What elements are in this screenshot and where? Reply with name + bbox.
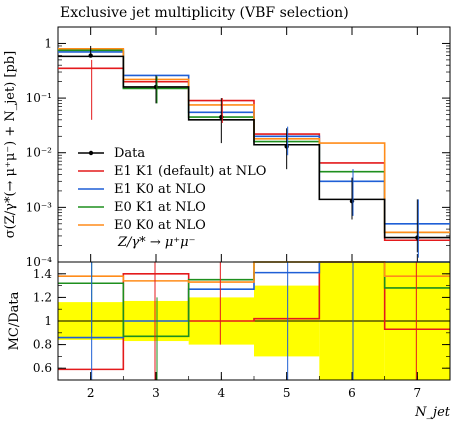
x-tick-label: 6 bbox=[348, 386, 356, 400]
y-tick-label: 10⁻¹ bbox=[26, 91, 52, 105]
x-tick-label: 5 bbox=[283, 386, 291, 400]
ratio-y-tick-label: 0.6 bbox=[33, 361, 52, 375]
data-histogram-line bbox=[58, 55, 450, 239]
y-tick-label: 10⁻⁴ bbox=[26, 255, 53, 269]
y-axis-label: σ(Z/γ*(→ μ⁺μ⁻) + N_jet) [pb] bbox=[3, 51, 18, 238]
data-point bbox=[415, 235, 420, 240]
chart-title: Exclusive jet multiplicity (VBF selectio… bbox=[60, 5, 349, 21]
ratio-panel: 0.6 0.8 1 1.2 1.4 2 3 4 5 6 7 MC/Data N_jet bbox=[7, 261, 451, 420]
x-axis-label: N_jet bbox=[414, 405, 451, 420]
x-tick-label: 3 bbox=[152, 386, 160, 400]
data-point bbox=[284, 144, 289, 149]
ratio-y-axis-label: MC/Data bbox=[7, 291, 22, 350]
data-point bbox=[349, 198, 355, 204]
ratio-y-tick-label: 0.8 bbox=[33, 338, 52, 352]
y-tick-label: 1 bbox=[44, 36, 52, 50]
x-tick-label: 2 bbox=[87, 386, 95, 400]
legend-data-marker bbox=[88, 150, 94, 156]
ratio-y-tick-label: 1.2 bbox=[33, 290, 52, 304]
legend-label-1: E1 K1 (default) at NLO bbox=[114, 164, 266, 179]
legend-label-3: E0 K1 at NLO bbox=[114, 200, 206, 215]
ratio-series-3-line bbox=[58, 261, 450, 283]
data-point bbox=[153, 84, 159, 90]
x-tick-label: 7 bbox=[414, 386, 422, 400]
data-point bbox=[219, 114, 224, 120]
ratio-y-tick-label: 1 bbox=[44, 314, 52, 328]
ratio-y-tick-label: 1.4 bbox=[33, 267, 52, 281]
y-tick-label: 10⁻² bbox=[26, 146, 53, 160]
legend-label-0: Data bbox=[114, 146, 145, 161]
legend-label-2: E1 K0 at NLO bbox=[114, 182, 206, 197]
legend-label-4: E0 K0 at NLO bbox=[114, 218, 206, 233]
x-tick-label: 4 bbox=[218, 386, 226, 400]
y-tick-label: 10⁻³ bbox=[26, 200, 53, 214]
process-label: Z/γ* → μ⁺μ⁻ bbox=[117, 235, 195, 250]
data-point bbox=[88, 53, 93, 58]
main-panel: 1 10⁻¹ 10⁻² 10⁻³ 10⁻⁴ σ(Z/γ*(→ μ⁺μ⁻) + N_jet)… bbox=[3, 26, 451, 269]
